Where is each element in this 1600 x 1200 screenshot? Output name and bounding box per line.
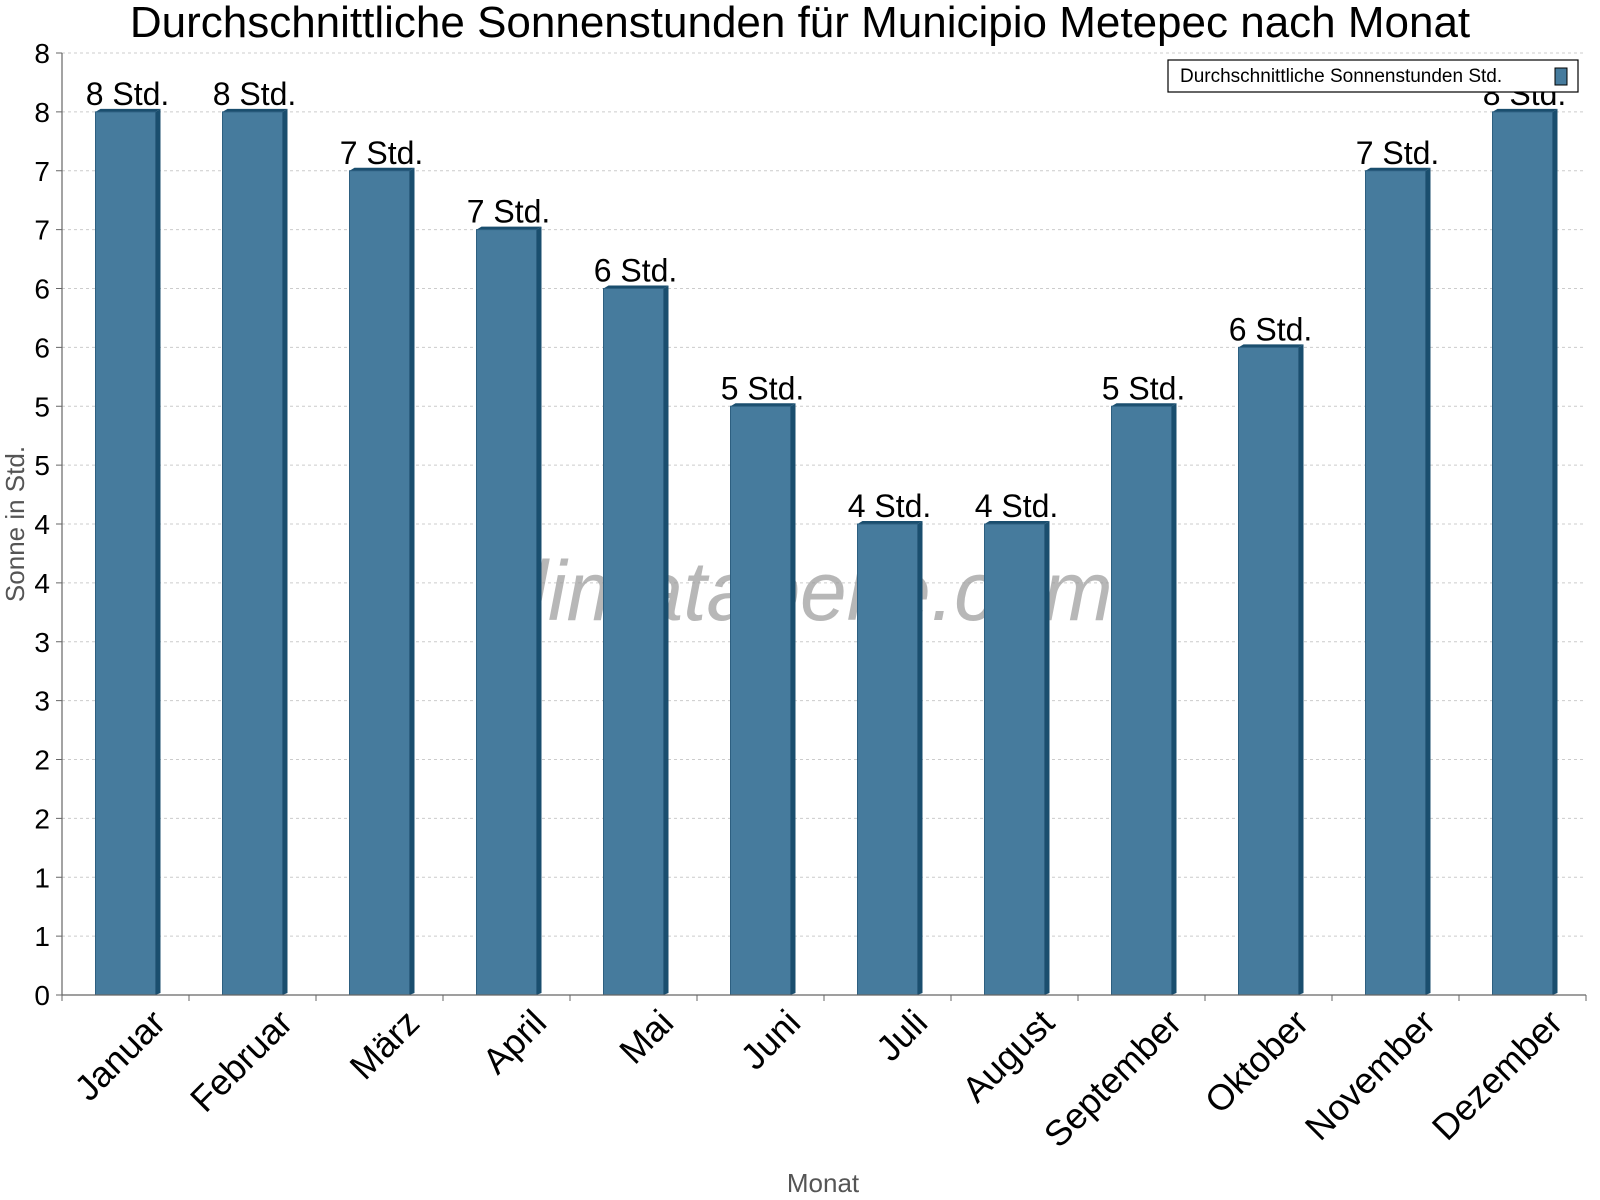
data-label: 5 Std.	[721, 370, 805, 406]
y-tick-label: 7	[34, 215, 50, 246]
bar-side	[536, 226, 542, 995]
y-tick-label: 4	[34, 568, 50, 599]
bar	[603, 288, 664, 996]
bar	[1365, 170, 1426, 996]
y-tick-label: 3	[34, 627, 50, 658]
bar	[1238, 346, 1299, 996]
bar-side	[409, 167, 415, 995]
bar-side	[155, 108, 161, 995]
y-tick-label: 8	[34, 38, 50, 69]
bar-top	[222, 108, 288, 112]
bar-top	[1238, 344, 1304, 348]
data-label: 4 Std.	[975, 488, 1059, 524]
bar-side	[917, 521, 923, 995]
bar-layer: 8 Std. 8 Std. 7 Std. 7 Std. 6 Std. 5 Std. 4 St…	[86, 76, 1566, 996]
bar-top	[1492, 108, 1558, 112]
bar-top	[603, 285, 669, 289]
bar	[1492, 111, 1553, 996]
data-label: 5 Std.	[1102, 370, 1186, 406]
x-tick-label: August	[954, 1002, 1062, 1110]
y-tick-label: 7	[34, 156, 50, 187]
bar-top	[857, 521, 923, 524]
bar	[730, 405, 791, 996]
bar	[984, 523, 1045, 996]
y-tick-label: 3	[34, 686, 50, 717]
y-tick-label: 4	[34, 509, 50, 540]
y-tick-label: 2	[34, 803, 50, 834]
x-tick-label: März	[342, 1002, 428, 1088]
x-tick-label: Juni	[732, 1002, 808, 1078]
y-axis-label: Sonne in Std.	[0, 446, 30, 602]
x-tick-label: Oktober	[1197, 1002, 1317, 1122]
bar-side	[1425, 167, 1431, 995]
y-tick-label: 6	[34, 274, 50, 305]
legend-swatch	[1554, 67, 1568, 86]
bar	[1111, 405, 1172, 996]
x-tick-label: September	[1036, 1002, 1190, 1156]
y-tick-label: 1	[34, 921, 50, 952]
legend: Durchschnittliche Sonnenstunden Std.	[1167, 59, 1579, 93]
data-label: 4 Std.	[848, 488, 932, 524]
bar-top	[349, 167, 415, 171]
data-label: 7 Std.	[467, 194, 551, 230]
bar-top	[1111, 403, 1177, 407]
bar-top	[95, 108, 161, 112]
bar-side	[282, 108, 288, 995]
bar-top	[476, 226, 542, 230]
y-tick-label: 5	[34, 391, 50, 422]
bar-top	[984, 521, 1050, 524]
bar-top	[730, 403, 796, 407]
x-tick-label: November	[1297, 1002, 1443, 1148]
data-label: 8 Std.	[213, 76, 297, 112]
bar-side	[1171, 403, 1177, 995]
data-label: 6 Std.	[594, 253, 678, 289]
data-label: 7 Std.	[1356, 135, 1440, 171]
y-tick-label: 5	[34, 450, 50, 481]
x-tick-label: Februar	[182, 1002, 300, 1120]
x-tick-label: Juli	[868, 1002, 935, 1069]
bar-side	[663, 285, 669, 995]
legend-label: Durchschnittliche Sonnenstunden Std.	[1180, 66, 1502, 87]
bar-side	[1552, 108, 1558, 995]
bar-side	[1298, 344, 1304, 995]
y-tick-label: 8	[34, 97, 50, 128]
y-tick-label: 6	[34, 332, 50, 363]
bar-top	[1365, 167, 1431, 171]
chart-title: Durchschnittliche Sonnenstunden für Muni…	[130, 0, 1470, 47]
x-tick-label: Mai	[611, 1002, 681, 1072]
bar-side	[1044, 521, 1050, 995]
grid-layer	[62, 52, 1586, 937]
data-label: 7 Std.	[340, 135, 424, 171]
x-tick-label: Januar	[66, 1002, 173, 1109]
bar	[476, 229, 537, 996]
x-tick-label: April	[474, 1002, 554, 1082]
legend-box	[1167, 59, 1579, 93]
data-label: 8 Std.	[86, 76, 170, 112]
bar	[349, 170, 410, 996]
y-tick-label: 0	[34, 980, 50, 1011]
bar-side	[790, 403, 796, 995]
x-axis-label: Monat	[787, 1168, 860, 1198]
x-tick-label: Dezember	[1424, 1002, 1570, 1148]
y-tick-label: 2	[34, 745, 50, 776]
bar	[857, 523, 918, 996]
bar	[222, 111, 283, 996]
y-tick-label: 1	[34, 862, 50, 893]
bar	[95, 111, 156, 996]
data-label: 6 Std.	[1229, 311, 1313, 347]
